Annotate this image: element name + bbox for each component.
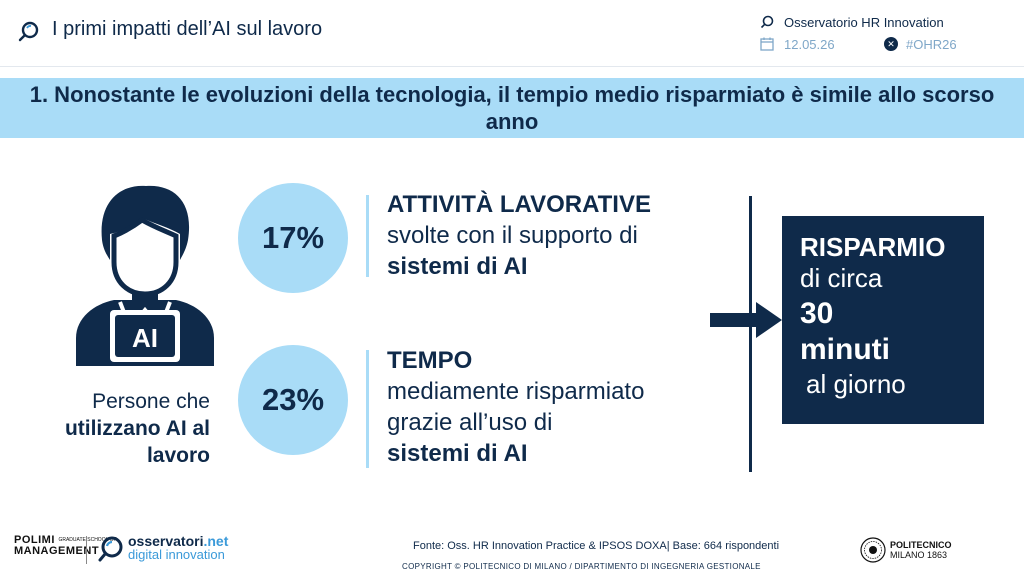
savings-value: 30 [800, 297, 834, 330]
hashtag[interactable]: #OHR26 [906, 36, 957, 52]
savings-unit: minuti [800, 333, 890, 366]
savings-line: al giorno [806, 369, 906, 399]
polimi-logo-line2: MANAGEMENT [14, 545, 100, 557]
stat-line-bold: sistemi di AI [387, 253, 528, 280]
stat-line: svolte con il supporto di [387, 222, 638, 249]
person-ai-icon: AI [76, 185, 214, 366]
stat-divider [366, 195, 369, 277]
page-title: I primi impatti dell’AI sul lavoro [52, 18, 323, 40]
footer-divider [86, 536, 87, 564]
persona-line1: Persone che [92, 390, 210, 413]
osservatori-name-text: osservatori [128, 533, 204, 549]
source-note: Fonte: Oss. HR Innovation Practice & IPS… [413, 540, 780, 552]
persona-caption: Persone che utilizzano AI al lavoro [20, 388, 210, 469]
stat-text-time: TEMPO mediamente risparmiato grazie all’… [387, 345, 644, 469]
search-icon [760, 15, 774, 29]
stat-heading: TEMPO [387, 347, 473, 374]
search-icon [18, 21, 39, 42]
polimi-logo: POLIMI GRADUATE SCHOOL OF MANAGEMENT [14, 535, 117, 557]
polimi-logo-line1: POLIMI [14, 534, 55, 546]
header-divider [0, 66, 1024, 67]
x-logo-icon[interactable]: ✕ [884, 37, 898, 51]
stat-line-bold: sistemi di AI [387, 440, 528, 467]
organizer-name: Osservatorio HR Innovation [784, 14, 944, 30]
header-meta: Osservatorio HR Innovation 12.05.26 ✕ #O… [760, 12, 1010, 54]
stat-line: grazie all’uso di [387, 409, 553, 436]
event-date: 12.05.26 [784, 36, 835, 52]
seal-icon [860, 537, 886, 563]
arrow-right-icon [710, 302, 782, 338]
ai-badge-label: AI [132, 323, 158, 353]
politecnico-line1: POLITECNICO [890, 540, 952, 550]
savings-line: di circa [800, 263, 883, 293]
osservatori-logo-icon [98, 536, 123, 562]
vertical-divider [749, 196, 752, 472]
persona-line3: lavoro [146, 444, 210, 467]
stat-circle-activities: 17% [238, 183, 348, 293]
stat-heading: ATTIVITÀ LAVORATIVE [387, 191, 651, 218]
persona-line2: utilizzano AI al [64, 417, 210, 440]
copyright: COPYRIGHT © POLITECNICO DI MILANO / DIPA… [402, 562, 761, 571]
stat-circle-time: 23% [238, 345, 348, 455]
stat-divider [366, 350, 369, 468]
politecnico-logo: POLITECNICO MILANO 1863 [890, 540, 952, 560]
osservatori-name-suffix: .net [203, 533, 229, 549]
savings-title: RISPARMIO [800, 232, 946, 262]
headline-text: 1. Nonostante le evoluzioni della tecnol… [29, 82, 995, 134]
calendar-icon [760, 37, 774, 51]
savings-box: RISPARMIO di circa 30 minuti al giorno [782, 216, 984, 424]
headline-banner: 1. Nonostante le evoluzioni della tecnol… [0, 78, 1024, 138]
politecnico-line2: MILANO 1863 [890, 550, 948, 560]
polimi-logo-small: GRADUATE SCHOOL OF [58, 537, 117, 543]
osservatori-subtitle: digital innovation [128, 547, 225, 562]
osservatori-name: osservatori.net [128, 534, 228, 548]
stat-text-activities: ATTIVITÀ LAVORATIVE svolte con il suppor… [387, 189, 651, 282]
stat-line: mediamente risparmiato [387, 378, 645, 405]
